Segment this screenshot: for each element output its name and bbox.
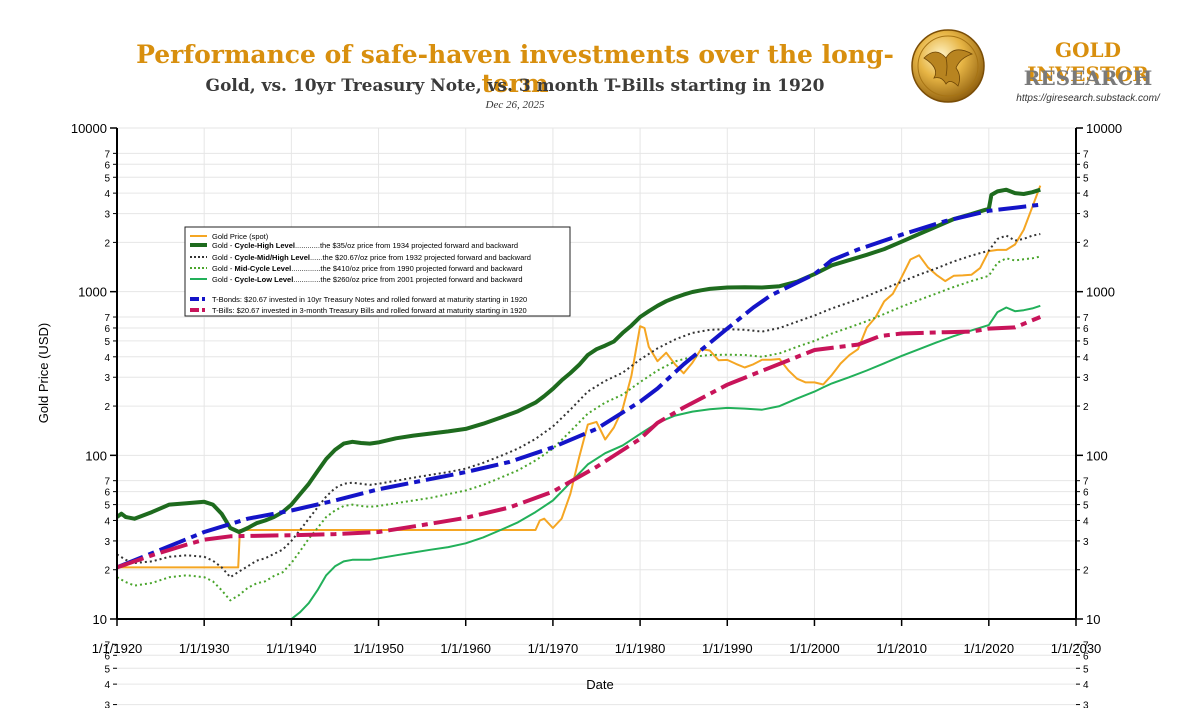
y-minor-label-right: 5 xyxy=(1083,501,1089,512)
y-minor-label-right: 3 xyxy=(1083,210,1089,221)
y-minor-label-left: 4 xyxy=(104,516,110,527)
y-minor-label-left: 7 xyxy=(104,313,110,324)
y-tick-label-left: 1000 xyxy=(78,285,107,300)
x-tick-label: 1/1/1970 xyxy=(528,641,579,656)
y-minor-label-right: 5 xyxy=(1083,664,1089,675)
legend: Gold Price (spot)Gold - Cycle-High Level… xyxy=(184,226,571,317)
y-minor-label-right: 3 xyxy=(1083,373,1089,384)
series-line-cycle-low xyxy=(186,304,1041,620)
x-tick-label: 1/1/2030 xyxy=(1051,641,1102,656)
y-minor-label-left: 5 xyxy=(104,501,110,512)
y-minor-label-left: 3 xyxy=(104,701,110,708)
y-minor-label-right: 4 xyxy=(1083,516,1089,527)
y-minor-label-left: 6 xyxy=(104,488,110,499)
y-minor-label-right: 6 xyxy=(1083,488,1089,499)
y-minor-label-right: 3 xyxy=(1083,537,1089,548)
series-lines xyxy=(115,185,1042,620)
y-tick-label-right: 10000 xyxy=(1086,121,1122,136)
y-minor-label-right: 4 xyxy=(1083,680,1089,691)
series-line-cycle-high xyxy=(115,187,1041,534)
x-tick-label: 1/1/1940 xyxy=(266,641,317,656)
y-tick-label-right: 1000 xyxy=(1086,285,1115,300)
y-tick-label-right: 100 xyxy=(1086,448,1108,463)
x-tick-label: 1/1/1920 xyxy=(92,641,143,656)
y-minor-label-left: 3 xyxy=(104,537,110,548)
y-minor-label-right: 2 xyxy=(1083,238,1089,249)
y-minor-label-right: 2 xyxy=(1083,566,1089,577)
y-minor-label-left: 3 xyxy=(104,373,110,384)
y-minor-label-left: 7 xyxy=(104,477,110,488)
y-minor-label-right: 7 xyxy=(1083,477,1089,488)
y-minor-label-right: 6 xyxy=(1083,324,1089,335)
legend-entry-cycle-mid-high: Gold - Cycle-Mid/High Level......the $20… xyxy=(212,253,531,262)
y-minor-label-left: 2 xyxy=(104,402,110,413)
y-minor-label-left: 5 xyxy=(104,664,110,675)
legend-box xyxy=(184,226,571,317)
brand-name-line1: GOLD INVESTOR xyxy=(1027,38,1149,86)
y-minor-label-left: 5 xyxy=(104,337,110,348)
legend-entry-mid-cycle: Gold - Mid-Cycle Level..............the … xyxy=(212,264,523,273)
y-minor-label-left: 6 xyxy=(104,160,110,171)
y-minor-label-right: 6 xyxy=(1083,651,1089,662)
y-minor-label-left: 5 xyxy=(104,173,110,184)
y-minor-label-right: 7 xyxy=(1083,640,1089,651)
y-minor-label-right: 4 xyxy=(1083,189,1089,200)
legend-entry-t-bonds: T-Bonds: $20.67 invested in 10yr Treasur… xyxy=(212,295,527,304)
y-minor-label-left: 2 xyxy=(104,238,110,249)
y-tick-label-left: 100 xyxy=(85,448,107,463)
legend-entry-cycle-low: Gold - Cycle-Low Level.............the $… xyxy=(212,275,523,284)
gold-eagle-coin-icon xyxy=(911,29,985,103)
y-minor-label-left: 4 xyxy=(104,353,110,364)
axes: 1010100100100010001000010000223344556677… xyxy=(71,121,1122,708)
chart-title: Performance of safe-haven investments ov… xyxy=(136,40,894,98)
series-line-t-bills xyxy=(116,315,1042,570)
series-line-cycle-mid-high xyxy=(116,233,1041,579)
x-tick-label: 1/1/2020 xyxy=(964,641,1015,656)
y-minor-label-right: 3 xyxy=(1083,701,1089,708)
y-minor-label-left: 6 xyxy=(104,651,110,662)
y-minor-label-left: 3 xyxy=(104,210,110,221)
x-axis-label: Date xyxy=(586,677,613,692)
legend-entry-gold-spot: Gold Price (spot) xyxy=(212,232,269,241)
y-axis-label: Gold Price (USD) xyxy=(36,323,51,423)
x-tick-label: 1/1/2000 xyxy=(789,641,840,656)
y-minor-label-right: 5 xyxy=(1083,173,1089,184)
y-tick-label-left: 10000 xyxy=(71,121,107,136)
x-tick-label: 1/1/1980 xyxy=(615,641,666,656)
y-minor-label-left: 4 xyxy=(104,680,110,691)
y-minor-label-right: 4 xyxy=(1083,353,1089,364)
x-tick-label: 1/1/1930 xyxy=(179,641,230,656)
brand-name-line2: RESEARCH xyxy=(1023,66,1153,90)
y-minor-label-left: 7 xyxy=(104,640,110,651)
y-minor-label-right: 7 xyxy=(1083,149,1089,160)
x-tick-label: 1/1/1990 xyxy=(702,641,753,656)
x-tick-label: 1/1/1960 xyxy=(440,641,491,656)
y-minor-label-left: 4 xyxy=(104,189,110,200)
y-minor-label-left: 7 xyxy=(104,149,110,160)
chart-subtitle: Gold, vs. 10yr Treasury Note, vs. 3 mont… xyxy=(205,76,825,96)
y-minor-label-right: 5 xyxy=(1083,337,1089,348)
y-minor-label-right: 2 xyxy=(1083,402,1089,413)
y-tick-label-left: 10 xyxy=(93,612,107,627)
y-minor-label-left: 2 xyxy=(104,566,110,577)
brand-url[interactable]: https://giresearch.substack.com/ xyxy=(1016,93,1160,104)
y-tick-label-right: 10 xyxy=(1086,612,1100,627)
x-tick-label: 1/1/1950 xyxy=(353,641,404,656)
chart-date: Dec 26, 2025 xyxy=(485,99,545,111)
y-minor-label-right: 6 xyxy=(1083,160,1089,171)
y-minor-label-right: 7 xyxy=(1083,313,1089,324)
legend-entry-t-bills: T-Bills: $20.67 invested in 3-month Trea… xyxy=(212,306,527,315)
y-minor-label-left: 6 xyxy=(104,324,110,335)
series-line-t-bonds xyxy=(116,202,1041,570)
legend-entry-cycle-high: Gold - Cycle-High Level............the $… xyxy=(212,241,518,250)
x-tick-label: 1/1/2010 xyxy=(876,641,927,656)
grid xyxy=(116,127,1077,706)
series-line-gold-spot xyxy=(117,185,1042,569)
